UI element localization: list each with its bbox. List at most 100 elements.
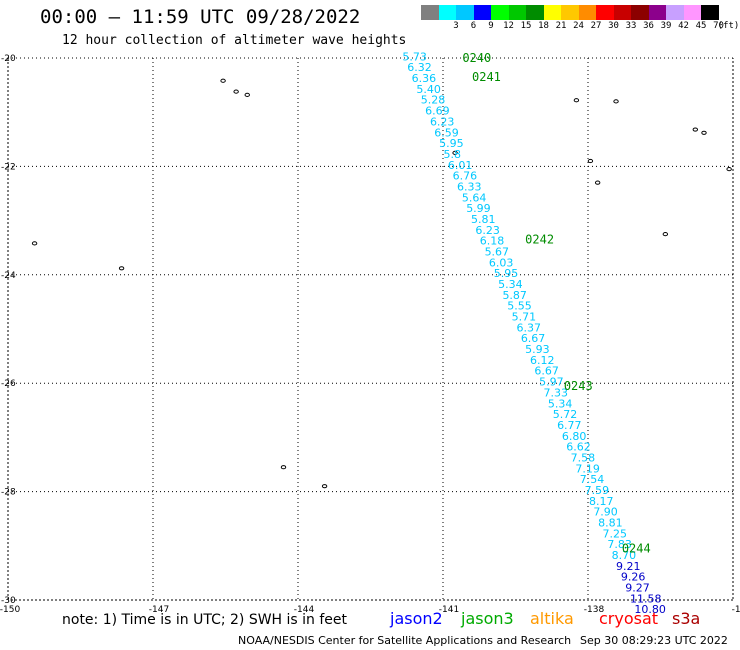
legend-swatch (683, 5, 701, 20)
wave-height-value: 5.71 (512, 311, 536, 324)
track-time-label: 0244 (622, 542, 651, 556)
wave-height-value: 5.87 (502, 289, 527, 302)
track-time-label: 0241 (472, 70, 501, 84)
legend-swatch (491, 5, 509, 20)
color-legend (421, 5, 719, 20)
wave-height-value: 9.27 (625, 582, 650, 595)
legend-swatch (421, 5, 439, 20)
wave-height-value: 6.76 (453, 170, 478, 183)
legend-label: 21 (555, 21, 567, 31)
longitude-tick-label: -138 (584, 605, 605, 615)
wave-height-value: 7.54 (580, 473, 605, 486)
legend-label: 12 (503, 21, 514, 31)
legend-label: 39 (660, 21, 672, 31)
legend-swatch (456, 5, 474, 20)
legend-swatch (596, 5, 614, 20)
legend-label: 42 (678, 21, 689, 31)
legend-swatch (613, 5, 631, 20)
legend-swatch (701, 5, 719, 20)
wave-height-value: 5.34 (498, 278, 522, 291)
wave-height-value: 7.19 (575, 462, 600, 475)
legend-label: 6 (470, 21, 477, 31)
track-time-labels: 0240 0241 0242 0243 0244 (462, 51, 650, 556)
latitude-tick-label: -20 (1, 54, 16, 64)
wave-height-value: 10.80 (634, 603, 666, 616)
longitude-tick-label: -13 (732, 605, 740, 615)
satellite-label-cryosat: cryosat (599, 609, 659, 628)
legend-swatch (473, 5, 491, 20)
wave-height-value: 7.58 (571, 451, 596, 464)
track-time-label: 0242 (525, 233, 554, 247)
longitude-tick-label: -141 (439, 605, 459, 615)
wave-height-value: 8.17 (589, 495, 614, 508)
legend-label: 27 (590, 21, 602, 31)
island-outline (31, 241, 38, 246)
footer-timestamp: Sep 30 08:29:23 UTC 2022 (580, 634, 728, 647)
legend-unit: (ft) (717, 21, 740, 31)
wave-height-value: 6.23 (430, 115, 455, 128)
wave-height-value: 11.58 (630, 592, 662, 605)
wave-height-value: 6.18 (480, 235, 505, 248)
wave-height-value: 6.77 (557, 419, 582, 432)
wave-height-value: 6.37 (516, 321, 541, 334)
wave-height-value: 6.69 (425, 105, 450, 118)
track-time-label: 0240 (462, 51, 491, 65)
wave-height-value: 6.67 (521, 332, 546, 345)
legend-label: 45 (695, 21, 707, 31)
wave-height-value: 7.25 (603, 527, 628, 540)
satellite-label-altika: altika (530, 609, 574, 628)
wave-height-value: 5.28 (421, 94, 446, 107)
legend-swatch (631, 5, 649, 20)
track-time-label: 0243 (564, 379, 593, 393)
wave-height-value: 5.64 (462, 191, 487, 204)
legend-label: 9 (488, 21, 494, 31)
wave-height-value: 6.67 (534, 365, 559, 378)
wave-height-value: 7.33 (544, 386, 569, 399)
wave-height-value: 5.73 (402, 50, 427, 63)
legend-label: 36 (643, 21, 654, 31)
wave-height-value: 8.70 (612, 549, 637, 562)
longitude-tick-label: -147 (149, 605, 169, 615)
legend-label: 70 (713, 21, 724, 31)
wave-height-value: 6.32 (407, 61, 432, 74)
island-outline (726, 167, 732, 172)
footer-credit: NOAA/NESDIS Center for Satellite Applica… (238, 634, 572, 647)
wave-height-value: 5.8 (443, 148, 461, 161)
island-outline (233, 89, 239, 94)
island-outline (220, 78, 226, 83)
island-outline (692, 127, 698, 132)
wave-height-value: 5.81 (471, 213, 496, 226)
legend-label: 18 (538, 21, 549, 31)
wave-height-value: 6.23 (475, 224, 500, 237)
legend-swatch (526, 5, 544, 20)
wave-height-value: 6.12 (530, 354, 555, 367)
wave-height-value: 7.83 (607, 538, 632, 551)
satellite-label-s3a: s3a (672, 609, 701, 628)
wave-height-value: 6.59 (434, 126, 459, 139)
legend-label: 24 (573, 21, 584, 31)
wave-height-value: 6.33 (457, 180, 482, 193)
legend-swatch (648, 5, 666, 20)
island-outline (587, 158, 594, 164)
satellite-label-jason2: jason2 (390, 609, 443, 628)
wave-height-value: 7.59 (585, 484, 610, 497)
legend-swatch (666, 5, 684, 20)
island-outline (613, 99, 619, 104)
island-outline (321, 484, 328, 489)
legend-swatch (543, 5, 561, 20)
wave-height-value: 5.34 (548, 397, 573, 410)
legend-label: 30 (608, 21, 619, 31)
island-outlines (31, 78, 732, 489)
wave-height-value: 6.36 (412, 72, 437, 85)
island-outline (244, 92, 250, 97)
longitude-tick-label: -150 (0, 605, 20, 615)
island-outline (452, 150, 458, 155)
latitude-tick-label: -30 (1, 596, 16, 606)
wave-height-value: 5.99 (466, 202, 491, 215)
wave-height-value: 9.26 (621, 571, 646, 584)
lat-lon-grid (7, 57, 734, 601)
legend-label: 3 (453, 21, 459, 31)
wave-height-value: 5.97 (539, 376, 564, 389)
island-outline (280, 465, 287, 470)
island-outline (118, 266, 125, 271)
